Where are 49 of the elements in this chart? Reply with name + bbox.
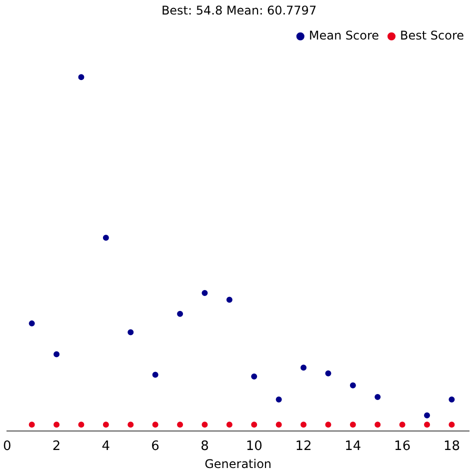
- point: [128, 329, 134, 336]
- point: [300, 364, 307, 371]
- point: [28, 422, 35, 428]
- x-tick-label: 2: [52, 439, 61, 454]
- point: [152, 372, 158, 378]
- point: [54, 422, 60, 428]
- chart-title: Best: 54.8 Mean: 60.7797: [161, 3, 317, 18]
- point: [152, 422, 158, 428]
- point: [276, 422, 282, 428]
- x-tick-label: 12: [295, 439, 312, 454]
- point: [28, 320, 35, 326]
- point: [177, 310, 184, 317]
- point: [448, 396, 455, 403]
- x-tick-label: 0: [2, 439, 12, 454]
- x-tick-label: 4: [102, 439, 110, 454]
- point: [128, 422, 134, 428]
- point: [78, 74, 84, 80]
- point: [424, 422, 430, 428]
- x-tick-label: 18: [443, 439, 460, 454]
- point: [177, 422, 184, 428]
- point: [424, 412, 430, 418]
- point: [202, 290, 208, 296]
- point: [102, 234, 109, 241]
- point: [226, 296, 232, 303]
- point: [300, 422, 307, 428]
- x-tick-label: 10: [246, 439, 262, 454]
- point: [350, 382, 356, 388]
- point: [202, 422, 208, 428]
- point: [102, 422, 109, 428]
- point: [325, 422, 332, 428]
- point: [251, 374, 258, 380]
- x-tick-label: 8: [200, 439, 209, 454]
- x-tick-label: 14: [344, 439, 362, 454]
- point: [399, 422, 406, 428]
- point: [54, 351, 60, 358]
- point: [448, 422, 455, 428]
- legend-label: Mean Score: [308, 28, 380, 43]
- point: [251, 422, 258, 428]
- point: [374, 394, 381, 400]
- x-tick-label: 6: [151, 439, 160, 454]
- point: [325, 370, 332, 376]
- point: [276, 396, 282, 403]
- legend-label: Best Score: [400, 28, 464, 43]
- point: [226, 422, 232, 428]
- point: [374, 422, 381, 428]
- x-tick-label: 16: [394, 439, 411, 454]
- x-axis-title: Generation: [204, 456, 272, 471]
- point: [350, 422, 356, 428]
- point: [78, 422, 84, 428]
